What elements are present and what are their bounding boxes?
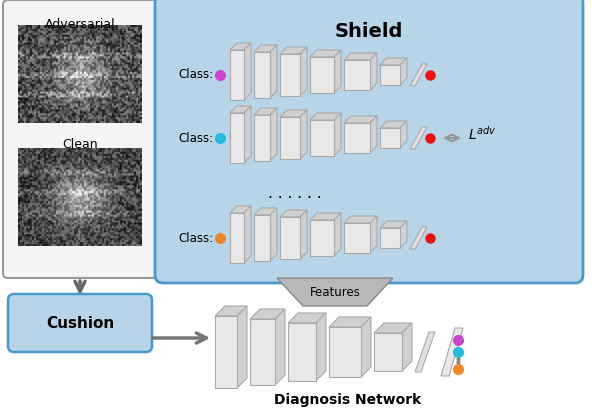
Polygon shape — [344, 53, 377, 60]
Bar — [310, 57, 334, 93]
Polygon shape — [370, 116, 377, 153]
Bar — [250, 319, 275, 385]
Polygon shape — [344, 116, 377, 123]
Polygon shape — [361, 317, 371, 377]
Polygon shape — [300, 110, 307, 159]
Bar — [280, 54, 300, 96]
Polygon shape — [254, 45, 277, 52]
Polygon shape — [250, 309, 285, 319]
Polygon shape — [280, 210, 307, 217]
Polygon shape — [280, 110, 307, 117]
Polygon shape — [310, 113, 341, 120]
Bar — [344, 123, 370, 153]
Polygon shape — [300, 210, 307, 259]
Bar — [310, 120, 334, 156]
Text: Adversarial: Adversarial — [44, 18, 115, 31]
Polygon shape — [410, 64, 427, 86]
Polygon shape — [410, 127, 427, 149]
FancyBboxPatch shape — [3, 0, 158, 278]
Text: Shield: Shield — [335, 22, 403, 41]
Polygon shape — [288, 313, 326, 323]
Polygon shape — [410, 227, 427, 249]
Polygon shape — [380, 221, 407, 228]
Bar — [230, 213, 244, 263]
Bar — [230, 50, 244, 100]
Polygon shape — [400, 58, 407, 85]
Polygon shape — [270, 108, 277, 161]
Text: Clean: Clean — [62, 138, 98, 151]
Bar — [230, 113, 244, 163]
Polygon shape — [334, 213, 341, 256]
Text: Class:: Class: — [178, 69, 213, 82]
Polygon shape — [254, 108, 277, 115]
Bar — [254, 115, 270, 161]
Polygon shape — [230, 43, 251, 50]
Bar — [329, 327, 361, 377]
Polygon shape — [270, 45, 277, 98]
Bar — [380, 65, 400, 85]
Polygon shape — [275, 309, 285, 385]
Polygon shape — [215, 306, 247, 316]
Polygon shape — [310, 50, 341, 57]
Polygon shape — [334, 50, 341, 93]
Polygon shape — [441, 328, 463, 376]
Polygon shape — [370, 53, 377, 90]
Text: Diagnosis Network: Diagnosis Network — [274, 393, 422, 407]
Text: $L^{adv}$: $L^{adv}$ — [468, 125, 497, 143]
Polygon shape — [380, 121, 407, 128]
Bar — [374, 333, 402, 371]
Polygon shape — [329, 317, 371, 327]
Polygon shape — [316, 313, 326, 381]
Polygon shape — [244, 206, 251, 263]
Polygon shape — [277, 278, 393, 306]
Polygon shape — [415, 332, 435, 372]
Polygon shape — [237, 306, 247, 388]
Polygon shape — [244, 43, 251, 100]
Bar — [344, 60, 370, 90]
Polygon shape — [344, 216, 377, 223]
Text: Class:: Class: — [178, 232, 213, 245]
Bar — [344, 223, 370, 253]
Text: Features: Features — [310, 286, 361, 300]
Bar — [380, 228, 400, 248]
Polygon shape — [400, 221, 407, 248]
FancyBboxPatch shape — [155, 0, 583, 283]
Bar — [288, 323, 316, 381]
Polygon shape — [374, 323, 412, 333]
Bar — [380, 128, 400, 148]
Bar — [310, 220, 334, 256]
Polygon shape — [334, 113, 341, 156]
Bar — [215, 316, 237, 388]
Polygon shape — [402, 323, 412, 371]
Polygon shape — [270, 208, 277, 261]
Polygon shape — [370, 216, 377, 253]
Polygon shape — [300, 47, 307, 96]
Polygon shape — [254, 208, 277, 215]
Polygon shape — [310, 213, 341, 220]
Text: Cushion: Cushion — [46, 316, 114, 331]
Bar — [254, 52, 270, 98]
Polygon shape — [230, 106, 251, 113]
Polygon shape — [280, 47, 307, 54]
Bar — [280, 217, 300, 259]
Text: Class:: Class: — [178, 132, 213, 145]
Polygon shape — [230, 206, 251, 213]
Bar — [280, 117, 300, 159]
FancyBboxPatch shape — [8, 294, 152, 352]
Polygon shape — [400, 121, 407, 148]
Text: . . . . . .: . . . . . . — [268, 186, 322, 201]
Polygon shape — [380, 58, 407, 65]
Polygon shape — [244, 106, 251, 163]
Bar — [254, 215, 270, 261]
